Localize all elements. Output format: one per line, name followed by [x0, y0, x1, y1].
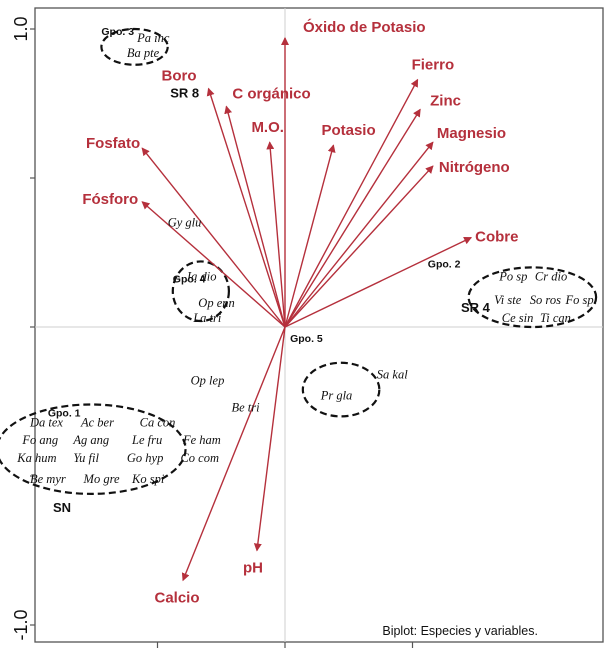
arrow-ph: [253, 326, 286, 552]
group-ellipse-gpo-5: [301, 361, 381, 418]
group-ellipse-gpo-1: [0, 403, 187, 495]
species-label-ag-ang: Ag ang: [72, 433, 109, 447]
group-ellipse-gpo-3: [100, 27, 169, 66]
arrow-c-organico: [224, 105, 286, 328]
arrow-fosforo: [141, 201, 286, 328]
species-label-op-enn: Op enn: [198, 296, 234, 310]
species-label-co-com: Co com: [180, 451, 219, 465]
arrow-m-o: [266, 141, 286, 328]
species-label-yu-fil: Yu fil: [73, 451, 99, 465]
species-label-la-tri: La tri: [192, 311, 222, 325]
species-label-pa-inc: Pa inc: [136, 31, 170, 45]
species-label-fe-ham: Fe ham: [182, 433, 221, 447]
group-ellipse-gpo-2: [467, 266, 598, 329]
species-label-ce-sin: Ce sin: [502, 311, 534, 325]
arrow-potasio: [284, 144, 336, 328]
species-label-vi-ste: Vi ste: [494, 293, 522, 307]
species-label-ka-hum: Ka hum: [16, 451, 56, 465]
variable-label-fierro: Fierro: [412, 57, 455, 74]
group-label-gpo-3: Gpo. 3: [101, 26, 134, 38]
species-label-ca-con: Ca con: [140, 415, 176, 429]
variable-label-m-o: M.O.: [251, 119, 284, 136]
group-label-gpo-5: Gpo. 5: [290, 333, 323, 345]
plot-border: [34, 7, 604, 643]
species-label-so-ros: So ros: [530, 293, 561, 307]
annotation-sn: SN: [53, 500, 71, 515]
variable-label-fosforo: Fósforo: [82, 191, 138, 208]
group-ellipse-gpo-4: [171, 260, 231, 323]
variable-label-boro: Boro: [162, 68, 197, 85]
chart-caption: Biplot: Especies y variables.: [382, 624, 538, 638]
species-label-be-tri: Be tri: [231, 400, 260, 414]
arrow-calcio: [181, 326, 286, 582]
species-label-fo-spl: Fo spl: [565, 293, 598, 307]
arrow-boro: [206, 87, 286, 328]
annotation-sr-4: SR 4: [461, 300, 491, 315]
group-ellipses: Gpo. 3 Gpo. 4 Gpo. 2 Gpo. 5 Gpo. 1: [0, 26, 598, 495]
species-label-ba-pte: Ba pte: [127, 46, 160, 60]
group-label-gpo-2: Gpo. 2: [428, 258, 461, 270]
arrow-magnesio: [284, 141, 434, 328]
species-label-cr-dio: Cr dio: [535, 269, 567, 283]
arrow-fierro: [284, 78, 419, 328]
variable-label-c-organico: C orgánico: [232, 85, 310, 102]
variable-label-ph: pH: [243, 560, 263, 577]
axis-ticks: 1.0 -1.0: [11, 16, 414, 648]
arrow-zinc: [284, 108, 421, 328]
group-label-gpo-4: Gpo. 4: [173, 273, 206, 285]
species-label-ja-dio: Ja dio: [186, 269, 217, 283]
variable-label-nitrogeno: Nitrógeno: [439, 159, 510, 176]
species-label-sa-kal: Sa kal: [377, 368, 408, 382]
species-label-ko-spi: Ko spi: [131, 472, 165, 486]
species-label-da-tex: Da tex: [29, 415, 63, 429]
y-tick-label: -1.0: [11, 609, 31, 640]
species-label-fo-ang: Fo ang: [21, 433, 58, 447]
variable-label-magnesio: Magnesio: [437, 125, 506, 142]
plot-frame: [34, 7, 604, 643]
species-label-ti-can: Ti can: [540, 311, 571, 325]
arrow-cobre: [284, 236, 473, 328]
species-label-be-myr: Be myr: [30, 472, 66, 486]
species-label-mo-gre: Mo gre: [83, 472, 120, 486]
species-label-pr-gla: Pr gla: [320, 389, 353, 403]
variable-arrows: Óxido de Potasio Fierro Zinc Boro C orgánico…: [82, 18, 518, 606]
annotations: SR 8 SR 4 SN: [53, 86, 491, 515]
variable-label-zinc: Zinc: [430, 92, 461, 109]
variable-label-cobre: Cobre: [475, 229, 518, 246]
annotation-sr-8: SR 8: [170, 86, 199, 101]
group-label-gpo-1: Gpo. 1: [48, 407, 81, 419]
arrow-fosfato: [141, 147, 286, 328]
species-label-le-fru: Le fru: [131, 433, 162, 447]
species-label-op-lep: Op lep: [191, 374, 225, 388]
species-label-go-hyp: Go hyp: [127, 451, 163, 465]
variable-label-fosfato: Fosfato: [86, 135, 140, 152]
variable-label-oxido-de-potasio: Óxido de Potasio: [303, 18, 426, 36]
variable-label-calcio: Calcio: [154, 589, 199, 606]
species-label-ac-ber: Ac ber: [80, 415, 114, 429]
y-tick-label: 1.0: [11, 16, 31, 41]
arrow-nitrogeno: [284, 165, 434, 328]
variable-label-potasio: Potasio: [321, 122, 375, 139]
species-label-po-sp: Po sp: [498, 269, 527, 283]
species-label-gy-glu: Gy glu: [168, 216, 202, 230]
